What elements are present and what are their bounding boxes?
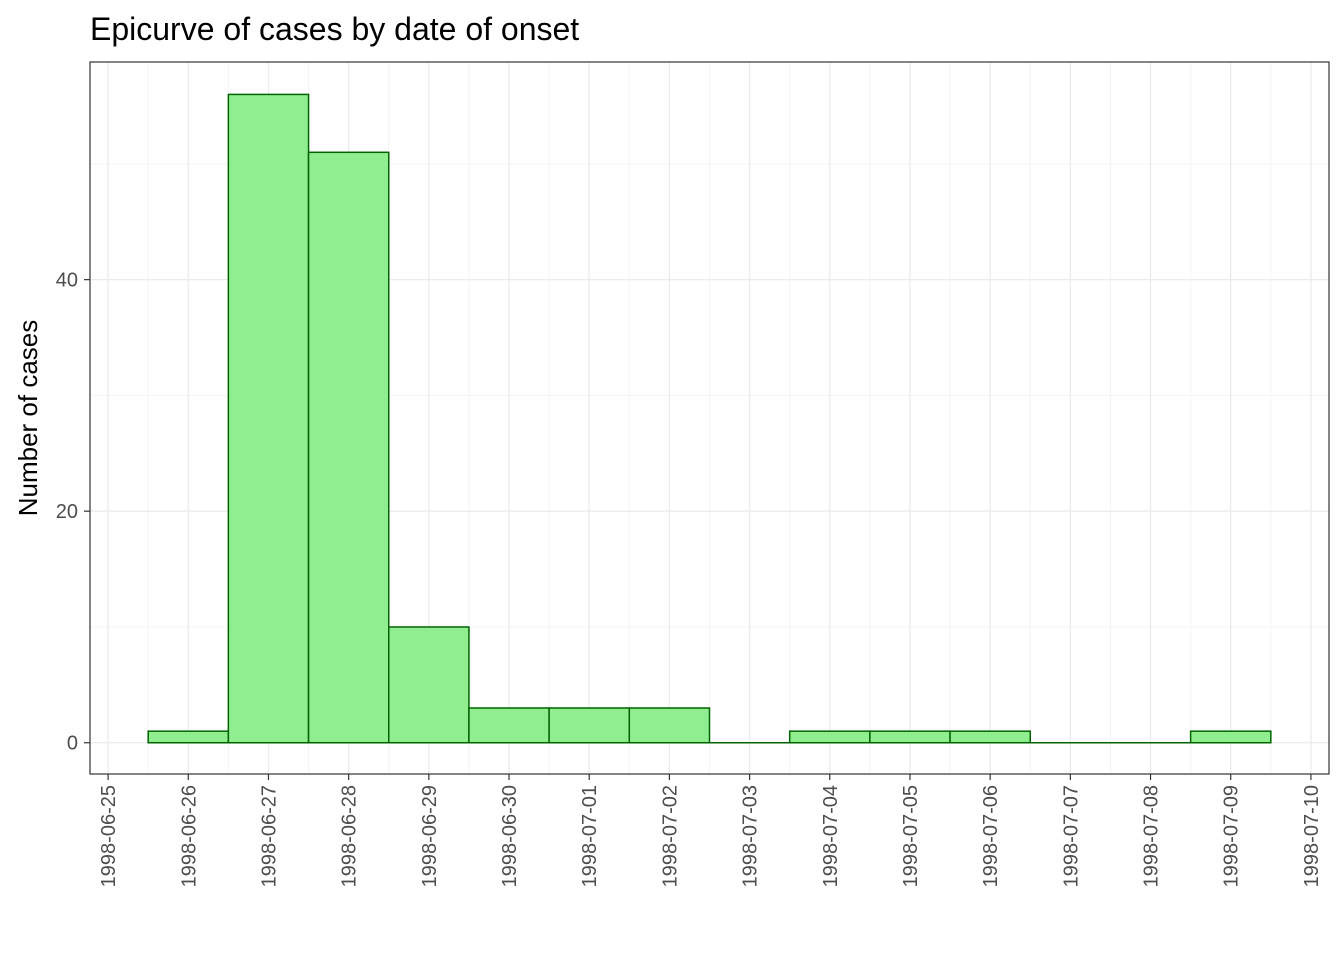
x-tick-label: 1998-07-09 <box>1221 785 1243 887</box>
bar-1998-06-30 <box>468 707 550 744</box>
bar-1998-06-27 <box>227 93 310 744</box>
x-tick-label: 1998-07-06 <box>980 785 1002 887</box>
bar-1998-06-29 <box>387 626 470 744</box>
bar-1998-07-04 <box>788 730 871 744</box>
x-tick-label: 1998-06-27 <box>258 785 280 887</box>
y-tick-label: 20 <box>56 501 78 523</box>
x-axis: 1998-06-25 1998-06-26 1998-06-27 1998-06-28… <box>98 774 1323 887</box>
x-tick-label: 1998-06-28 <box>339 785 361 887</box>
bar-1998-06-26 <box>147 730 230 744</box>
bar-1998-06-28 <box>307 151 390 744</box>
x-tick-label: 1998-07-07 <box>1060 785 1082 887</box>
x-tick-label: 1998-07-10 <box>1301 785 1323 887</box>
x-tick-label: 1998-07-01 <box>579 785 601 887</box>
x-tick-label: 1998-06-29 <box>419 785 441 887</box>
x-tick-label: 1998-07-05 <box>900 785 922 887</box>
y-axis-label: Number of cases <box>13 320 43 517</box>
bar-1998-07-09 <box>1189 730 1272 744</box>
y-axis: 0 20 40 <box>56 270 90 755</box>
bar-1998-07-01 <box>548 707 631 744</box>
chart-title: Epicurve of cases by date of onset <box>90 11 579 47</box>
bars <box>147 93 1272 744</box>
bar-1998-07-02 <box>628 707 711 744</box>
x-tick-label: 1998-06-30 <box>499 785 521 887</box>
bar-1998-07-05 <box>869 730 951 744</box>
x-tick-label: 1998-07-04 <box>820 785 842 887</box>
x-tick-label: 1998-07-02 <box>659 785 681 887</box>
y-tick-label: 40 <box>56 270 78 292</box>
panel-border <box>89 61 1330 775</box>
y-tick-label: 0 <box>67 733 78 755</box>
x-tick-label: 1998-06-25 <box>98 785 120 887</box>
x-tick-label: 1998-07-08 <box>1141 785 1163 887</box>
bar-1998-07-06 <box>949 730 1032 744</box>
x-tick-label: 1998-06-26 <box>178 785 200 887</box>
x-tick-label: 1998-07-03 <box>740 785 762 887</box>
